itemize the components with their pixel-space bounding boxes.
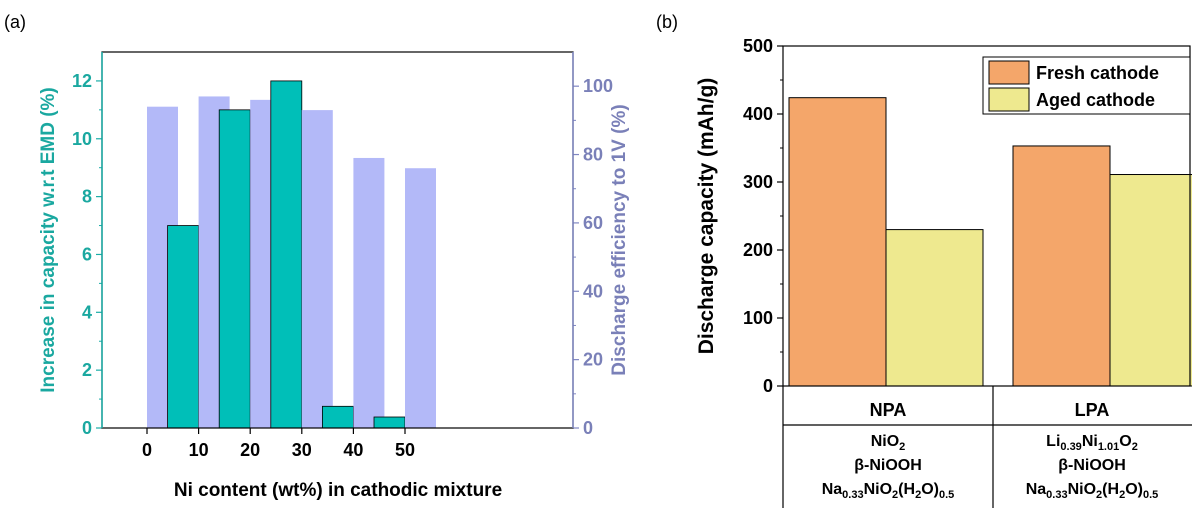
legend-swatch-fresh [988,60,1030,85]
npa-phase-2: β-NiOOH [854,457,922,474]
x-tick-label: 40 [343,440,363,460]
left-tick-label: 8 [82,187,92,207]
discharge-efficiency-bar [405,168,436,428]
panel-a-bars [147,80,436,429]
lpa-phase-3: Na0.33NiO2(H2O)0.5 [1026,481,1159,501]
panel-a-left-axis-ticks: 0 2 4 6 8 10 12 [72,71,102,438]
capacity-increase-bar [321,405,354,429]
legend-label-aged: Aged cathode [1036,90,1155,110]
lpa-phase-1: Li0.39Ni1.01O2 [1046,433,1138,453]
fresh-cathode-bar [1012,145,1111,387]
npa-phase-3: Na0.33NiO2(H2O)0.5 [822,481,955,501]
panel-b-label: (b) [656,12,678,32]
panel-b-y-axis-ticks: 0 100 200 300 400 500 [743,36,783,396]
x-tick-label: 50 [395,440,415,460]
right-tick-label: 40 [583,281,603,301]
left-tick-label: 6 [82,244,92,264]
y-tick-label: 300 [743,172,773,192]
right-tick-label: 100 [583,76,613,96]
y-tick-label: 500 [743,36,773,56]
left-tick-label: 2 [82,360,92,380]
discharge-efficiency-bar [301,110,333,428]
right-tick-label: 0 [583,418,593,438]
capacity-increase-bar [167,225,200,429]
y-tick-label: 400 [743,104,773,124]
panel-a-left-axis-label: Increase in capacity w.r.t EMD (%) [38,87,59,393]
left-tick-label: 4 [82,302,92,322]
left-tick-label: 10 [72,129,92,149]
legend-label-fresh: Fresh cathode [1036,63,1159,83]
aged-cathode-bar [1109,174,1192,387]
discharge-efficiency-bar [353,157,385,429]
panel-a-x-axis-label: Ni content (wt%) in cathodic mixture [174,480,502,501]
panel-a-label: (a) [4,12,26,32]
capacity-increase-bar [218,109,251,429]
panel-b-bars [788,97,1192,387]
panel-a-x-axis-ticks: 0 10 20 30 40 50 [142,428,415,460]
y-tick-label: 100 [743,308,773,328]
aged-cathode-bar [885,229,984,387]
panel-b-y-axis-label: Discharge capacity (mAh/g) [695,78,718,355]
y-tick-label: 0 [763,376,773,396]
fresh-cathode-bar [788,97,887,387]
table-header-npa: NPA [870,400,907,420]
y-tick-label: 200 [743,240,773,260]
lpa-phase-2: β-NiOOH [1058,457,1126,474]
panel-b-plot-frame [782,45,1191,387]
panel-b-legend: Fresh cathode Aged cathode [982,56,1191,115]
table-header-lpa: LPA [1075,400,1110,420]
capacity-increase-bar [270,80,303,429]
right-tick-label: 80 [583,145,603,165]
x-tick-label: 0 [142,440,152,460]
legend-swatch-aged [988,87,1030,112]
x-tick-label: 10 [189,440,209,460]
panel-b-table: NPA LPA NiO2 β-NiOOH Na0.33NiO2(H2O)0.5 … [782,386,1192,508]
right-tick-label: 20 [583,350,603,370]
npa-phase-1: NiO2 [871,433,906,453]
panel-a-right-axis-label: Discharge efficiency to 1V (%) [609,104,630,375]
panel-a-right-axis-ticks: 0 20 40 60 80 100 [573,76,613,438]
x-tick-label: 20 [240,440,260,460]
capacity-increase-bar [373,416,406,429]
left-tick-label: 12 [72,71,92,91]
x-tick-label: 30 [292,440,312,460]
left-tick-label: 0 [82,418,92,438]
right-tick-label: 60 [583,213,603,233]
